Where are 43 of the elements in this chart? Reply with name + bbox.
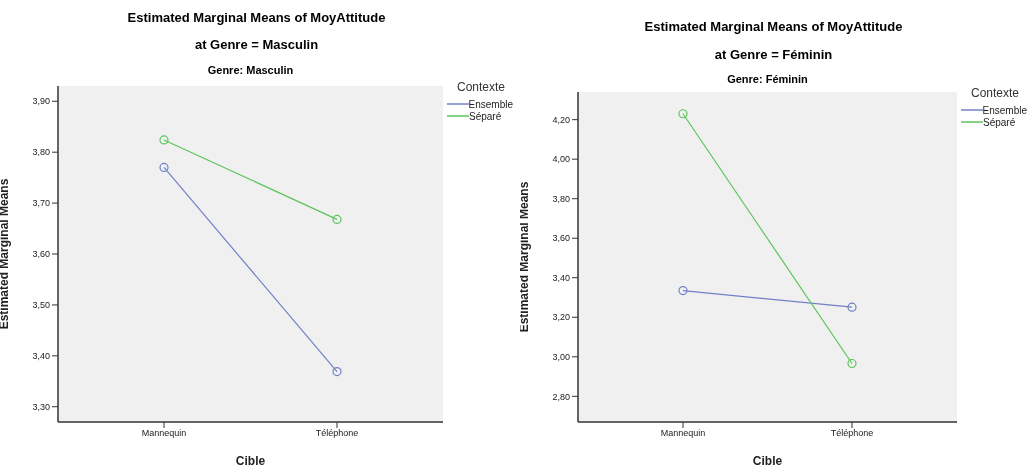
x-axis-title: Cible (752, 454, 783, 467)
y-tick-label: 3,80 (32, 147, 50, 158)
legend-label: Ensemble (468, 98, 513, 110)
y-tick-label: 3,60 (32, 249, 50, 260)
y-axis-title: Estimated Marginal Means (517, 181, 532, 333)
point (332, 214, 342, 224)
y-tick-label: 3,70 (32, 198, 50, 209)
y-axis-title: Estimated Marginal Means (0, 178, 12, 330)
chart-title: Estimated Marginal Means of MoyAttitude (643, 19, 904, 34)
x-tick-label: Téléphone (830, 428, 874, 439)
y-tick-label: 3,30 (32, 401, 50, 412)
point (159, 135, 169, 145)
y-tick-label: 3,50 (32, 300, 50, 311)
text: Genre: Masculin (206, 64, 295, 76)
y-tick-label: 4,00 (552, 154, 570, 165)
point (847, 302, 857, 312)
legend-label: Séparé (983, 116, 1016, 128)
point (847, 358, 857, 369)
legend-label: Séparé (469, 110, 502, 122)
chart-subtitle: at Genre = Féminin (713, 47, 834, 62)
x-tick-label: Téléphone (315, 428, 359, 439)
x-tick-label: Mannequin (660, 428, 706, 439)
legend-title: Contexte (971, 86, 1021, 100)
x-tick-label: Mannequin (141, 428, 187, 439)
text: Genre: Féminin (726, 73, 809, 85)
point (678, 109, 688, 119)
point (678, 285, 688, 296)
y-tick-label: 3,00 (552, 351, 570, 362)
x-axis-title: Cible (235, 454, 266, 467)
y-tick-label: 3,40 (32, 351, 50, 362)
y-tick-label: 4,20 (552, 114, 570, 125)
y-tick-label: 3,20 (552, 312, 570, 323)
y-tick-label: 3,90 (32, 96, 50, 107)
y-tick-label: 3,80 (552, 193, 570, 204)
point (332, 367, 342, 377)
point (159, 162, 169, 173)
y-tick-label: 3,40 (552, 272, 570, 283)
chart-subtitle: at Genre = Masculin (193, 37, 320, 52)
chart-title: Estimated Marginal Means of MoyAttitude (126, 10, 387, 25)
y-tick-label: 2,80 (552, 391, 570, 402)
legend-title: Contexte (457, 80, 507, 94)
y-tick-label: 3,60 (552, 233, 570, 244)
legend-label: Ensemble (982, 104, 1027, 116)
